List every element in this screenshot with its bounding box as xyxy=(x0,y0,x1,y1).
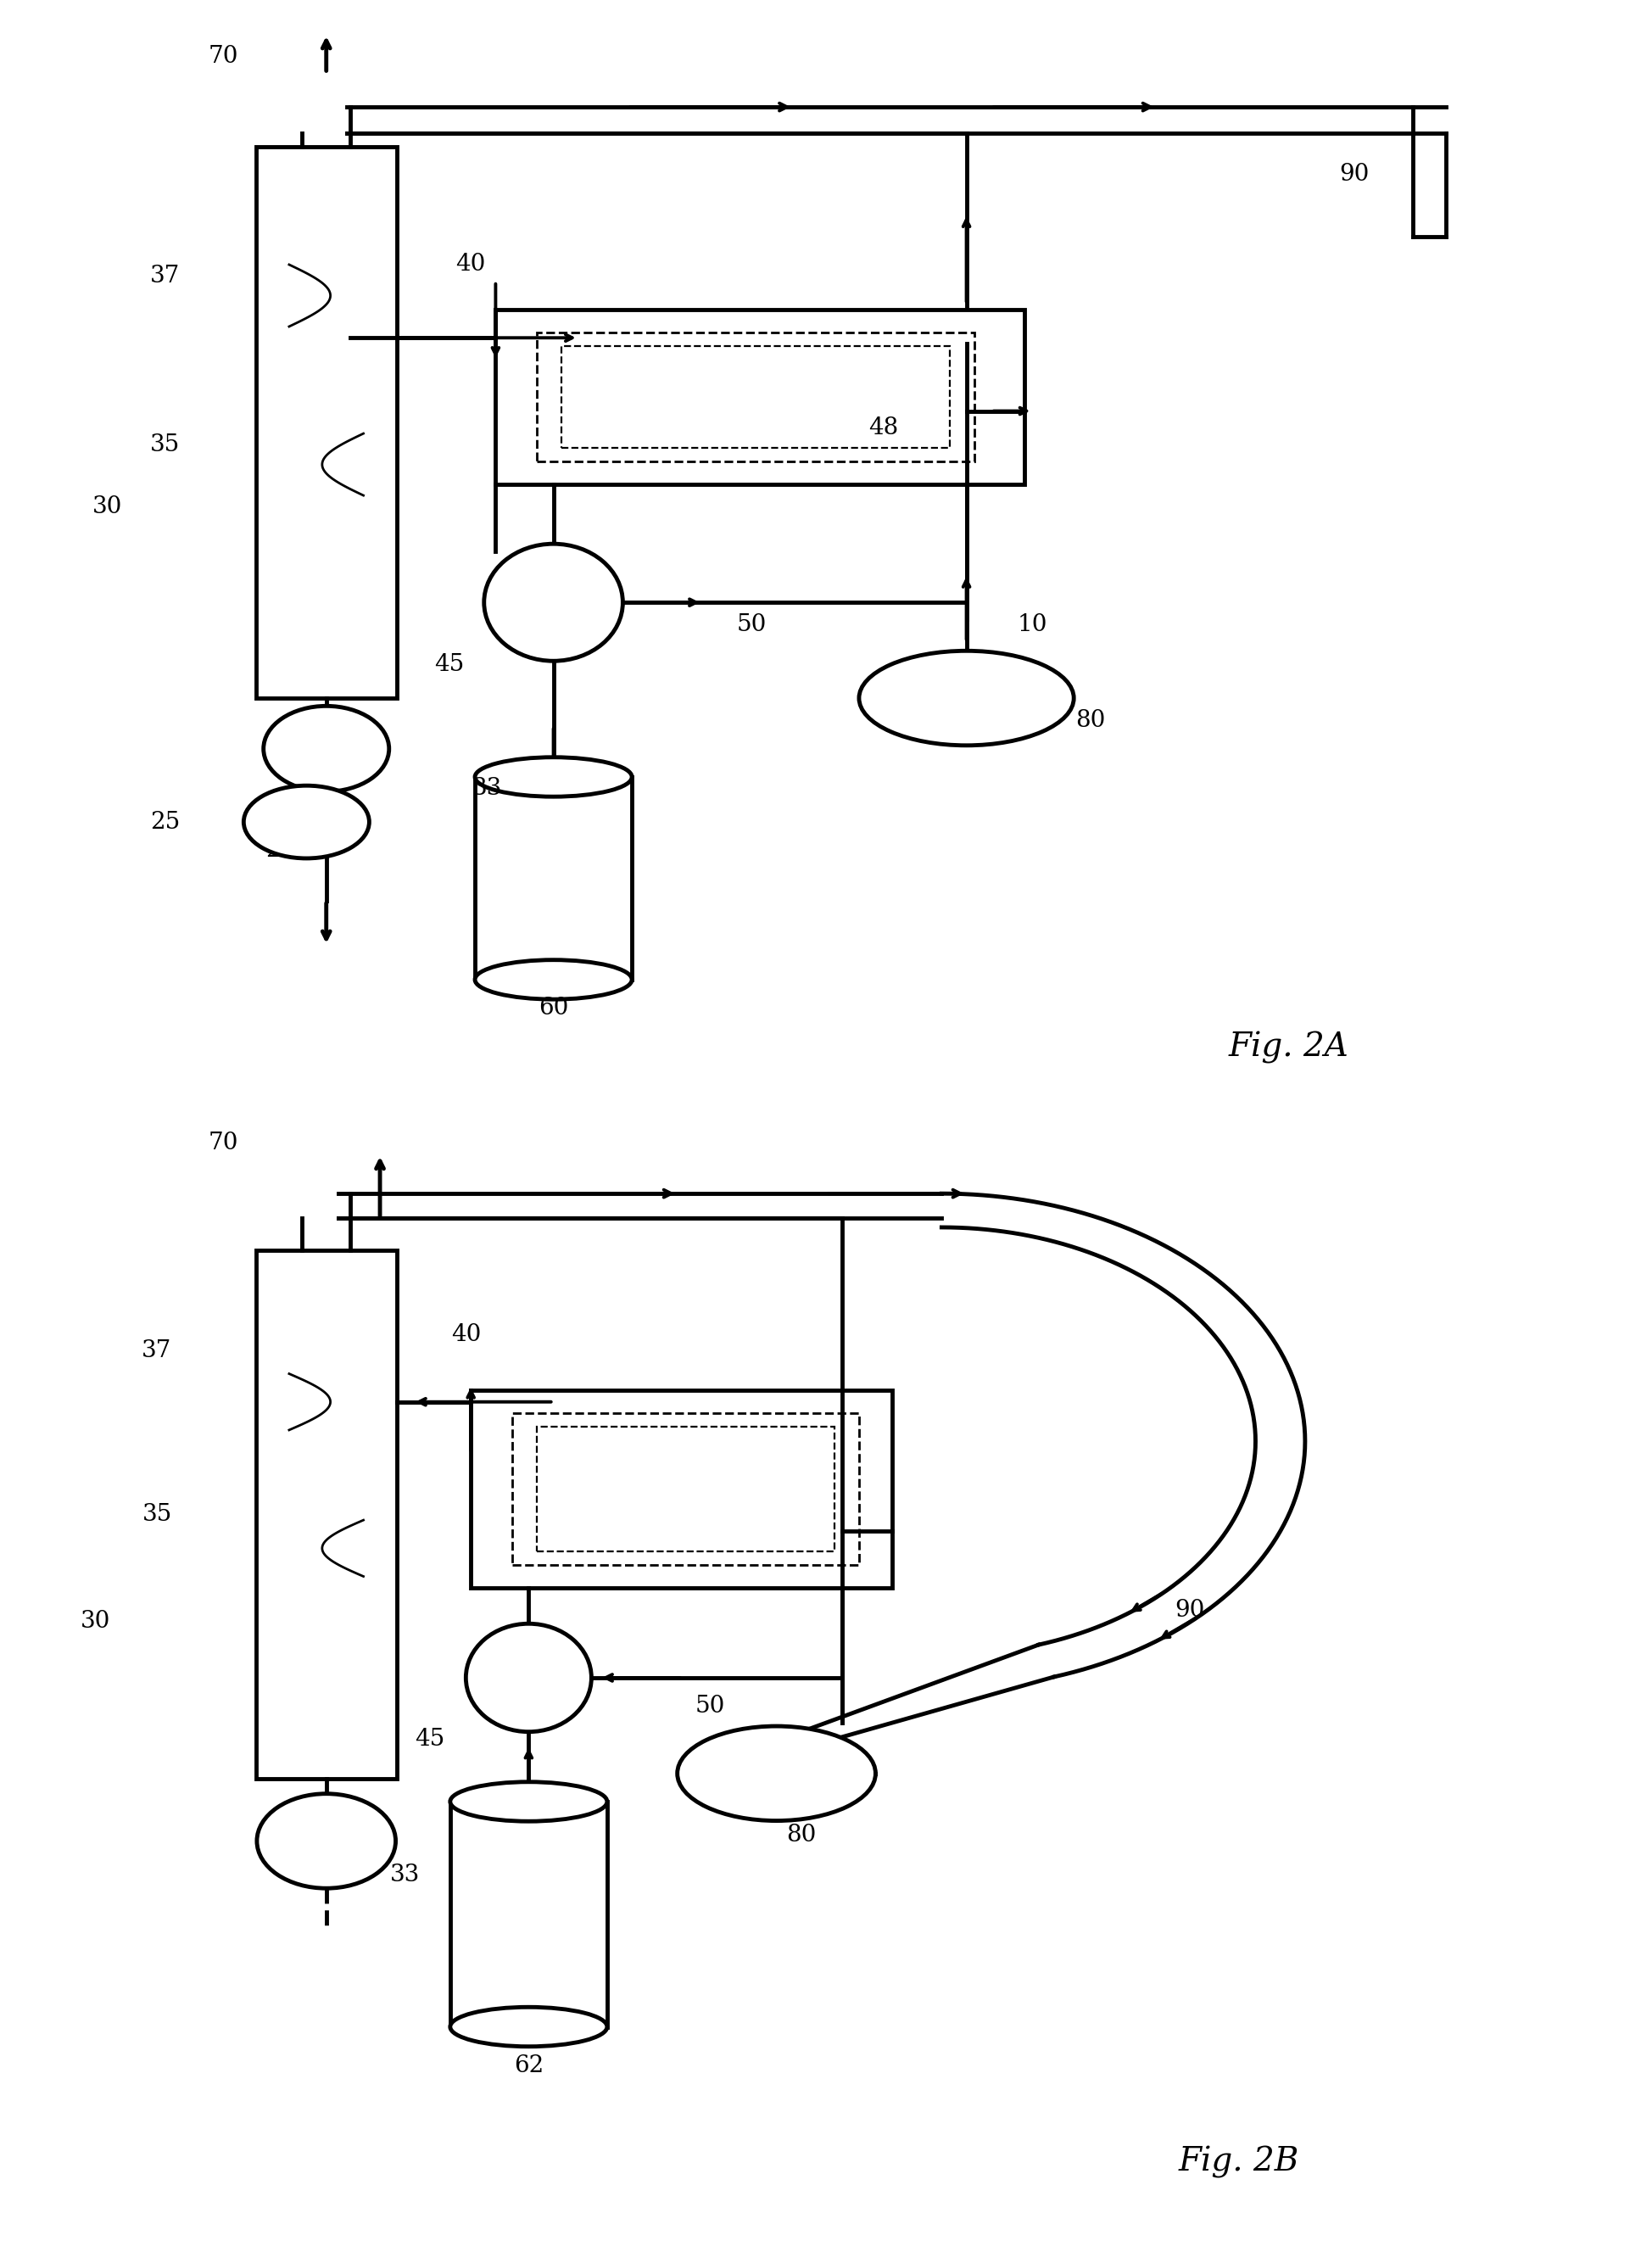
Text: 50: 50 xyxy=(737,613,767,637)
Bar xyxy=(537,1428,834,1552)
Bar xyxy=(256,146,396,698)
Text: 20: 20 xyxy=(266,838,296,863)
Bar xyxy=(471,1389,892,1588)
Text: 60: 60 xyxy=(539,995,568,1020)
Ellipse shape xyxy=(451,1781,608,1822)
Text: 35: 35 xyxy=(142,1502,172,1527)
Ellipse shape xyxy=(476,757,631,797)
Text: 37: 37 xyxy=(142,1340,172,1362)
Text: 45: 45 xyxy=(434,653,464,676)
Bar xyxy=(476,777,633,980)
Text: 35: 35 xyxy=(150,432,180,457)
Bar xyxy=(562,345,950,448)
Text: Fig. 2B: Fig. 2B xyxy=(1178,2146,1300,2178)
Text: 37: 37 xyxy=(150,263,180,288)
Ellipse shape xyxy=(264,707,390,790)
Text: 40: 40 xyxy=(456,252,486,277)
Ellipse shape xyxy=(476,959,631,1000)
Bar xyxy=(256,1250,396,1779)
Text: 80: 80 xyxy=(786,1824,816,1847)
Ellipse shape xyxy=(451,2007,608,2047)
Bar xyxy=(496,311,1024,484)
Text: Fig. 2A: Fig. 2A xyxy=(1229,1031,1348,1063)
Text: 90: 90 xyxy=(1175,1599,1204,1621)
Text: 30: 30 xyxy=(93,495,122,518)
Text: 70: 70 xyxy=(208,45,238,68)
Ellipse shape xyxy=(258,1793,396,1887)
Bar xyxy=(449,1802,608,2027)
Text: 25: 25 xyxy=(150,811,180,833)
Text: 70: 70 xyxy=(208,1131,238,1155)
Bar xyxy=(512,1414,859,1565)
Text: 33: 33 xyxy=(472,777,502,799)
Text: 48: 48 xyxy=(869,417,899,439)
Ellipse shape xyxy=(484,545,623,662)
Ellipse shape xyxy=(859,651,1074,745)
Bar xyxy=(537,333,975,462)
Text: 50: 50 xyxy=(695,1694,725,1718)
Ellipse shape xyxy=(466,1624,591,1732)
Ellipse shape xyxy=(677,1725,876,1820)
Text: 62: 62 xyxy=(514,2054,544,2079)
Text: 10: 10 xyxy=(1018,613,1047,637)
Text: 45: 45 xyxy=(415,1727,444,1752)
Ellipse shape xyxy=(244,786,370,858)
Text: 33: 33 xyxy=(390,1862,420,1887)
Text: 40: 40 xyxy=(451,1322,481,1347)
Text: 80: 80 xyxy=(1075,709,1105,732)
Text: 30: 30 xyxy=(81,1610,111,1633)
Text: 90: 90 xyxy=(1340,162,1370,187)
